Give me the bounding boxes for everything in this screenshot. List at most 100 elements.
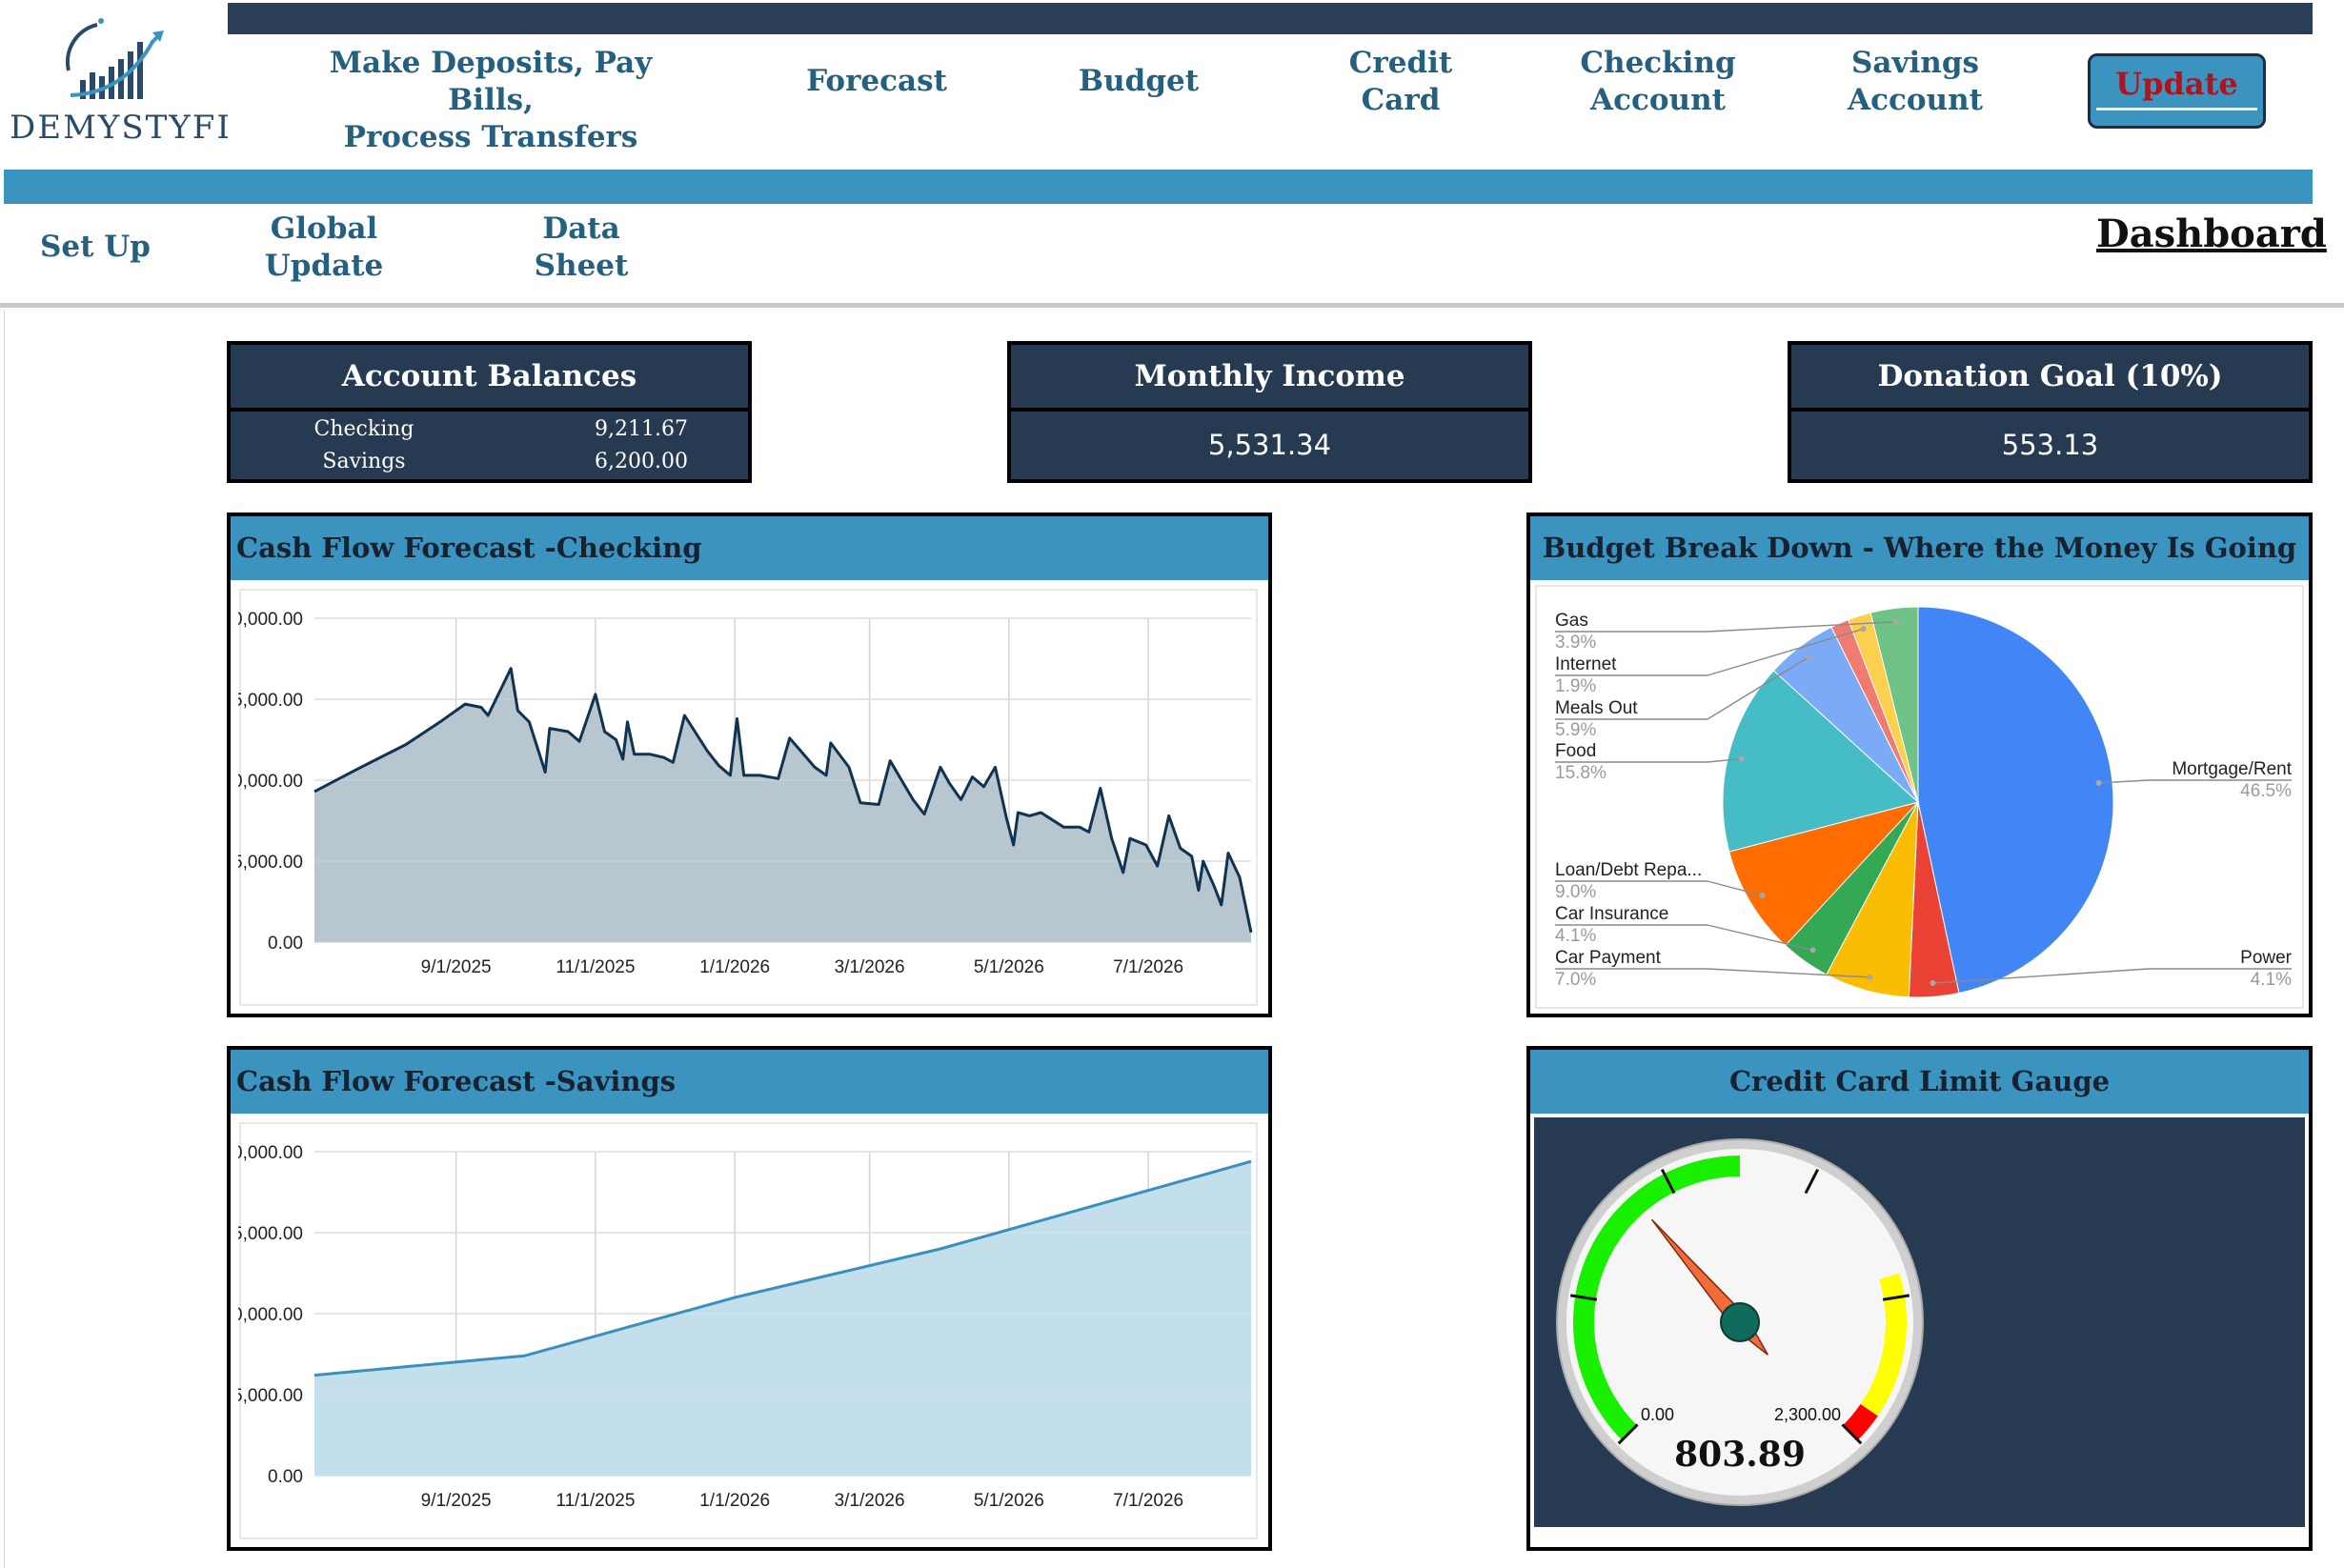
balance-label: Checking	[313, 417, 414, 441]
y-tick-label: 0.00	[268, 934, 303, 954]
x-tick-label: 7/1/2026	[1113, 1491, 1183, 1511]
gauge-min-label: 0.00	[1641, 1405, 1674, 1424]
leader-dot	[1930, 980, 1936, 987]
checking-forecast-chart: 20,000.00 15,000.00 10,000.00 5,000.00 0.00 9…	[238, 589, 1258, 1006]
header-separator	[0, 303, 2344, 308]
nav-credit-card-line2: Card	[1361, 83, 1441, 117]
y-tick-label: 10,000.00	[238, 1305, 303, 1325]
y-tick-label: 20,000.00	[238, 1143, 303, 1163]
nav-savings-account[interactable]: Savings Account	[1820, 45, 2011, 119]
nav-credit-card[interactable]: Credit Card	[1324, 45, 1477, 119]
demystyfi-logo[interactable]: DEMYSTYFI	[10, 13, 232, 147]
nav-data-sheet[interactable]: Data Sheet	[515, 211, 648, 285]
pie-label: Meals Out	[1555, 698, 1638, 718]
pie-percent: 9.0%	[1555, 882, 1596, 902]
gauge-yellow-band	[1860, 1273, 1907, 1417]
x-tick-label: 3/1/2026	[835, 957, 905, 977]
gauge-green-band	[1573, 1156, 1741, 1440]
leader-dot	[1892, 618, 1899, 625]
savings-forecast-title: Cash Flow Forecast -Savings	[231, 1050, 1268, 1114]
pie-label: Power	[2240, 948, 2293, 968]
nav-global-line1: Global	[270, 211, 378, 246]
top-bar	[228, 3, 2313, 34]
pie-label: Food	[1555, 741, 1596, 761]
gauge-hub	[1720, 1302, 1760, 1342]
balance-row-savings: Savings 6,200.00	[231, 446, 748, 478]
gauge-value-label: 803.89	[1674, 1435, 1806, 1475]
pie-percent: 4.1%	[2251, 970, 2292, 990]
credit-gauge-title: Credit Card Limit Gauge	[1530, 1050, 2309, 1114]
nav-global-update[interactable]: Global Update	[248, 211, 400, 285]
nav-credit-card-line1: Credit	[1348, 46, 1453, 80]
leader-dot	[2095, 779, 2102, 786]
y-tick-label: 10,000.00	[238, 772, 303, 792]
pie-slice	[1722, 670, 1920, 853]
gauge-tick	[1569, 1294, 1598, 1301]
nav-checking-line1: Checking	[1580, 46, 1736, 80]
pie-label: Internet	[1555, 654, 1617, 674]
pie-label: Mortgage/Rent	[2172, 759, 2292, 779]
pie-percent: 1.9%	[1555, 676, 1596, 696]
leader-dot	[1806, 653, 1812, 660]
y-tick-label: 5,000.00	[238, 1386, 303, 1406]
update-button[interactable]: Update	[2088, 53, 2266, 129]
x-tick-label: 5/1/2026	[974, 957, 1044, 977]
pie-percent: 4.1%	[1555, 926, 1596, 946]
pie-label: Gas	[1555, 611, 1588, 631]
x-tick-label: 9/1/2025	[421, 1491, 492, 1511]
leader-line	[2098, 779, 2150, 784]
donation-goal-title: Donation Goal (10%)	[1791, 345, 2309, 412]
pie-label: Loan/Debt Repa...	[1555, 860, 1702, 880]
leader-line	[1707, 968, 1870, 978]
dashboard-link[interactable]: Dashboard	[2096, 211, 2327, 256]
nav-global-line2: Update	[264, 249, 384, 283]
nav-checking-account[interactable]: Checking Account	[1563, 45, 1753, 119]
nav-make-deposits[interactable]: Make Deposits, Pay Bills, Process Transf…	[286, 45, 696, 156]
nav-data-line1: Data	[542, 211, 620, 246]
savings-forecast-panel: Cash Flow Forecast -Savings 20,000.00 15,…	[227, 1046, 1272, 1551]
account-balances-title: Account Balances	[231, 345, 748, 412]
logo-chart-icon	[65, 18, 164, 99]
monthly-income-card: Monthly Income 5,531.34	[1007, 341, 1532, 483]
balance-row-checking: Checking 9,211.67	[231, 413, 748, 446]
area-fill	[314, 668, 1251, 942]
gauge-tick	[1882, 1294, 1910, 1301]
gauge-max-label: 2,300.00	[1774, 1405, 1841, 1424]
pie-percent: 3.9%	[1555, 633, 1596, 653]
nav-forecast[interactable]: Forecast	[806, 64, 947, 98]
leader-dot	[1867, 974, 1873, 980]
nav-savings-line1: Savings	[1851, 46, 1979, 80]
leader-line	[1932, 968, 2150, 984]
logo-text: DEMYSTYFI	[10, 109, 232, 147]
x-tick-label: 1/1/2026	[699, 957, 770, 977]
nav-make-deposits-line1: Make Deposits, Pay Bills,	[329, 46, 653, 117]
x-tick-label: 11/1/2025	[556, 957, 635, 977]
x-tick-label: 1/1/2026	[699, 1491, 770, 1511]
series-line	[313, 667, 1253, 934]
donation-goal-card: Donation Goal (10%) 553.13	[1788, 341, 2313, 483]
y-tick-label: 5,000.00	[238, 853, 303, 873]
nav-make-deposits-line2: Process Transfers	[343, 120, 638, 154]
pie-percent: 5.9%	[1555, 720, 1596, 740]
leader-line	[1707, 656, 1809, 720]
update-button-label: Update	[2096, 66, 2257, 111]
nav-savings-line2: Account	[1848, 83, 1983, 117]
monthly-income-title: Monthly Income	[1011, 345, 1528, 412]
y-tick-label: 0.00	[268, 1467, 303, 1487]
nav-set-up[interactable]: Set Up	[40, 230, 151, 264]
pie-percent: 7.0%	[1555, 970, 1596, 990]
checking-forecast-title: Cash Flow Forecast -Checking	[231, 516, 1268, 580]
leader-dot	[1759, 893, 1766, 899]
nav-budget[interactable]: Budget	[1078, 64, 1200, 98]
pie-label: Car Insurance	[1555, 904, 1668, 924]
leader-line	[1707, 628, 1864, 676]
savings-forecast-chart: 20,000.00 15,000.00 10,000.00 5,000.00 0.00 9…	[238, 1122, 1258, 1539]
balance-value: 9,211.67	[595, 417, 688, 441]
mid-bar	[4, 170, 2313, 204]
credit-limit-gauge: 0.00 2,300.00 803.89	[1556, 1138, 1924, 1506]
x-tick-label: 5/1/2026	[974, 1491, 1044, 1511]
gauge-tick	[1841, 1423, 1863, 1445]
y-tick-label: 15,000.00	[238, 691, 303, 711]
leader-dot	[1860, 626, 1867, 633]
